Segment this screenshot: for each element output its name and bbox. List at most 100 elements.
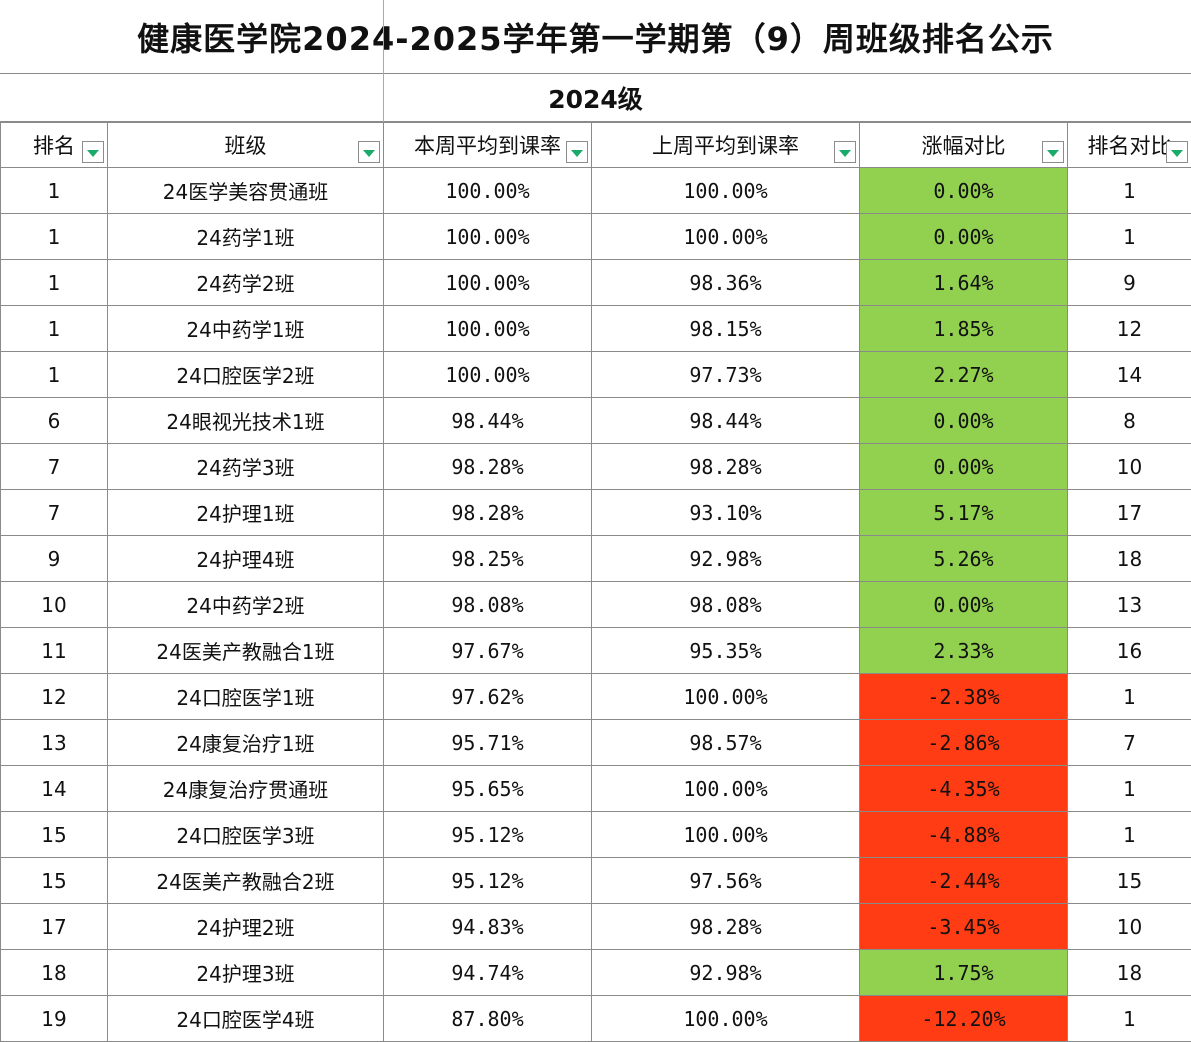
class-cell[interactable]: 24药学1班 [108,214,384,260]
rank-cell[interactable]: 17 [1,904,108,950]
previous-rate-cell[interactable]: 97.56% [592,858,860,904]
change-cell[interactable]: -2.44% [860,858,1068,904]
change-cell[interactable]: -2.86% [860,720,1068,766]
change-cell[interactable]: -3.45% [860,904,1068,950]
rank-cell[interactable]: 15 [1,858,108,904]
class-cell[interactable]: 24护理1班 [108,490,384,536]
change-cell[interactable]: 5.26% [860,536,1068,582]
previous-rate-cell[interactable]: 98.15% [592,306,860,352]
previous-rank-cell[interactable]: 12 [1068,306,1191,352]
current-rate-cell[interactable]: 95.71% [384,720,592,766]
previous-rate-cell[interactable]: 98.08% [592,582,860,628]
change-cell[interactable]: -2.38% [860,674,1068,720]
rank-cell[interactable]: 13 [1,720,108,766]
class-cell[interactable]: 24口腔医学4班 [108,996,384,1042]
rank-cell[interactable]: 11 [1,628,108,674]
current-rate-cell[interactable]: 95.12% [384,812,592,858]
filter-dropdown-icon[interactable] [1166,141,1188,163]
current-rate-cell[interactable]: 100.00% [384,352,592,398]
previous-rank-cell[interactable]: 1 [1068,812,1191,858]
change-cell[interactable]: 5.17% [860,490,1068,536]
current-rate-cell[interactable]: 94.83% [384,904,592,950]
previous-rank-cell[interactable]: 18 [1068,950,1191,996]
filter-dropdown-icon[interactable] [82,141,104,163]
current-rate-cell[interactable]: 100.00% [384,260,592,306]
filter-dropdown-icon[interactable] [1042,141,1064,163]
class-cell[interactable]: 24护理4班 [108,536,384,582]
previous-rank-cell[interactable]: 1 [1068,766,1191,812]
class-cell[interactable]: 24口腔医学2班 [108,352,384,398]
rank-cell[interactable]: 6 [1,398,108,444]
current-rate-cell[interactable]: 98.44% [384,398,592,444]
rank-cell[interactable]: 1 [1,168,108,214]
rank-cell[interactable]: 10 [1,582,108,628]
class-cell[interactable]: 24眼视光技术1班 [108,398,384,444]
filter-dropdown-icon[interactable] [566,141,588,163]
current-rate-cell[interactable]: 98.28% [384,490,592,536]
previous-rate-cell[interactable]: 100.00% [592,168,860,214]
previous-rate-cell[interactable]: 100.00% [592,766,860,812]
previous-rank-cell[interactable]: 8 [1068,398,1191,444]
change-cell[interactable]: 0.00% [860,582,1068,628]
change-cell[interactable]: 0.00% [860,214,1068,260]
change-cell[interactable]: -12.20% [860,996,1068,1042]
previous-rank-cell[interactable]: 14 [1068,352,1191,398]
class-cell[interactable]: 24中药学2班 [108,582,384,628]
previous-rate-cell[interactable]: 98.28% [592,904,860,950]
rank-cell[interactable]: 14 [1,766,108,812]
rank-cell[interactable]: 19 [1,996,108,1042]
filter-dropdown-icon[interactable] [358,141,380,163]
rank-cell[interactable]: 9 [1,536,108,582]
previous-rate-cell[interactable]: 98.28% [592,444,860,490]
previous-rate-cell[interactable]: 100.00% [592,214,860,260]
change-cell[interactable]: 0.00% [860,168,1068,214]
current-rate-cell[interactable]: 100.00% [384,306,592,352]
change-cell[interactable]: 2.33% [860,628,1068,674]
current-rate-cell[interactable]: 95.65% [384,766,592,812]
current-rate-cell[interactable]: 97.67% [384,628,592,674]
previous-rate-cell[interactable]: 100.00% [592,674,860,720]
rank-cell[interactable]: 1 [1,306,108,352]
rank-cell[interactable]: 1 [1,352,108,398]
current-rate-cell[interactable]: 100.00% [384,168,592,214]
previous-rank-cell[interactable]: 13 [1068,582,1191,628]
change-cell[interactable]: 1.75% [860,950,1068,996]
previous-rate-cell[interactable]: 93.10% [592,490,860,536]
class-cell[interactable]: 24医美产教融合1班 [108,628,384,674]
previous-rank-cell[interactable]: 1 [1068,674,1191,720]
previous-rank-cell[interactable]: 9 [1068,260,1191,306]
previous-rate-cell[interactable]: 97.73% [592,352,860,398]
change-cell[interactable]: 0.00% [860,444,1068,490]
class-cell[interactable]: 24口腔医学1班 [108,674,384,720]
previous-rate-cell[interactable]: 92.98% [592,950,860,996]
previous-rate-cell[interactable]: 98.57% [592,720,860,766]
previous-rank-cell[interactable]: 1 [1068,214,1191,260]
current-rate-cell[interactable]: 95.12% [384,858,592,904]
class-cell[interactable]: 24康复治疗贯通班 [108,766,384,812]
class-cell[interactable]: 24口腔医学3班 [108,812,384,858]
current-rate-cell[interactable]: 98.28% [384,444,592,490]
current-rate-cell[interactable]: 98.08% [384,582,592,628]
previous-rate-cell[interactable]: 92.98% [592,536,860,582]
change-cell[interactable]: 0.00% [860,398,1068,444]
previous-rank-cell[interactable]: 10 [1068,444,1191,490]
rank-cell[interactable]: 18 [1,950,108,996]
class-cell[interactable]: 24护理2班 [108,904,384,950]
current-rate-cell[interactable]: 98.25% [384,536,592,582]
previous-rank-cell[interactable]: 7 [1068,720,1191,766]
previous-rate-cell[interactable]: 98.44% [592,398,860,444]
previous-rank-cell[interactable]: 17 [1068,490,1191,536]
previous-rate-cell[interactable]: 98.36% [592,260,860,306]
previous-rank-cell[interactable]: 10 [1068,904,1191,950]
previous-rank-cell[interactable]: 1 [1068,996,1191,1042]
class-cell[interactable]: 24药学3班 [108,444,384,490]
filter-dropdown-icon[interactable] [834,141,856,163]
class-cell[interactable]: 24医美产教融合2班 [108,858,384,904]
current-rate-cell[interactable]: 100.00% [384,214,592,260]
rank-cell[interactable]: 1 [1,214,108,260]
rank-cell[interactable]: 1 [1,260,108,306]
previous-rate-cell[interactable]: 100.00% [592,812,860,858]
previous-rank-cell[interactable]: 18 [1068,536,1191,582]
change-cell[interactable]: -4.35% [860,766,1068,812]
rank-cell[interactable]: 12 [1,674,108,720]
